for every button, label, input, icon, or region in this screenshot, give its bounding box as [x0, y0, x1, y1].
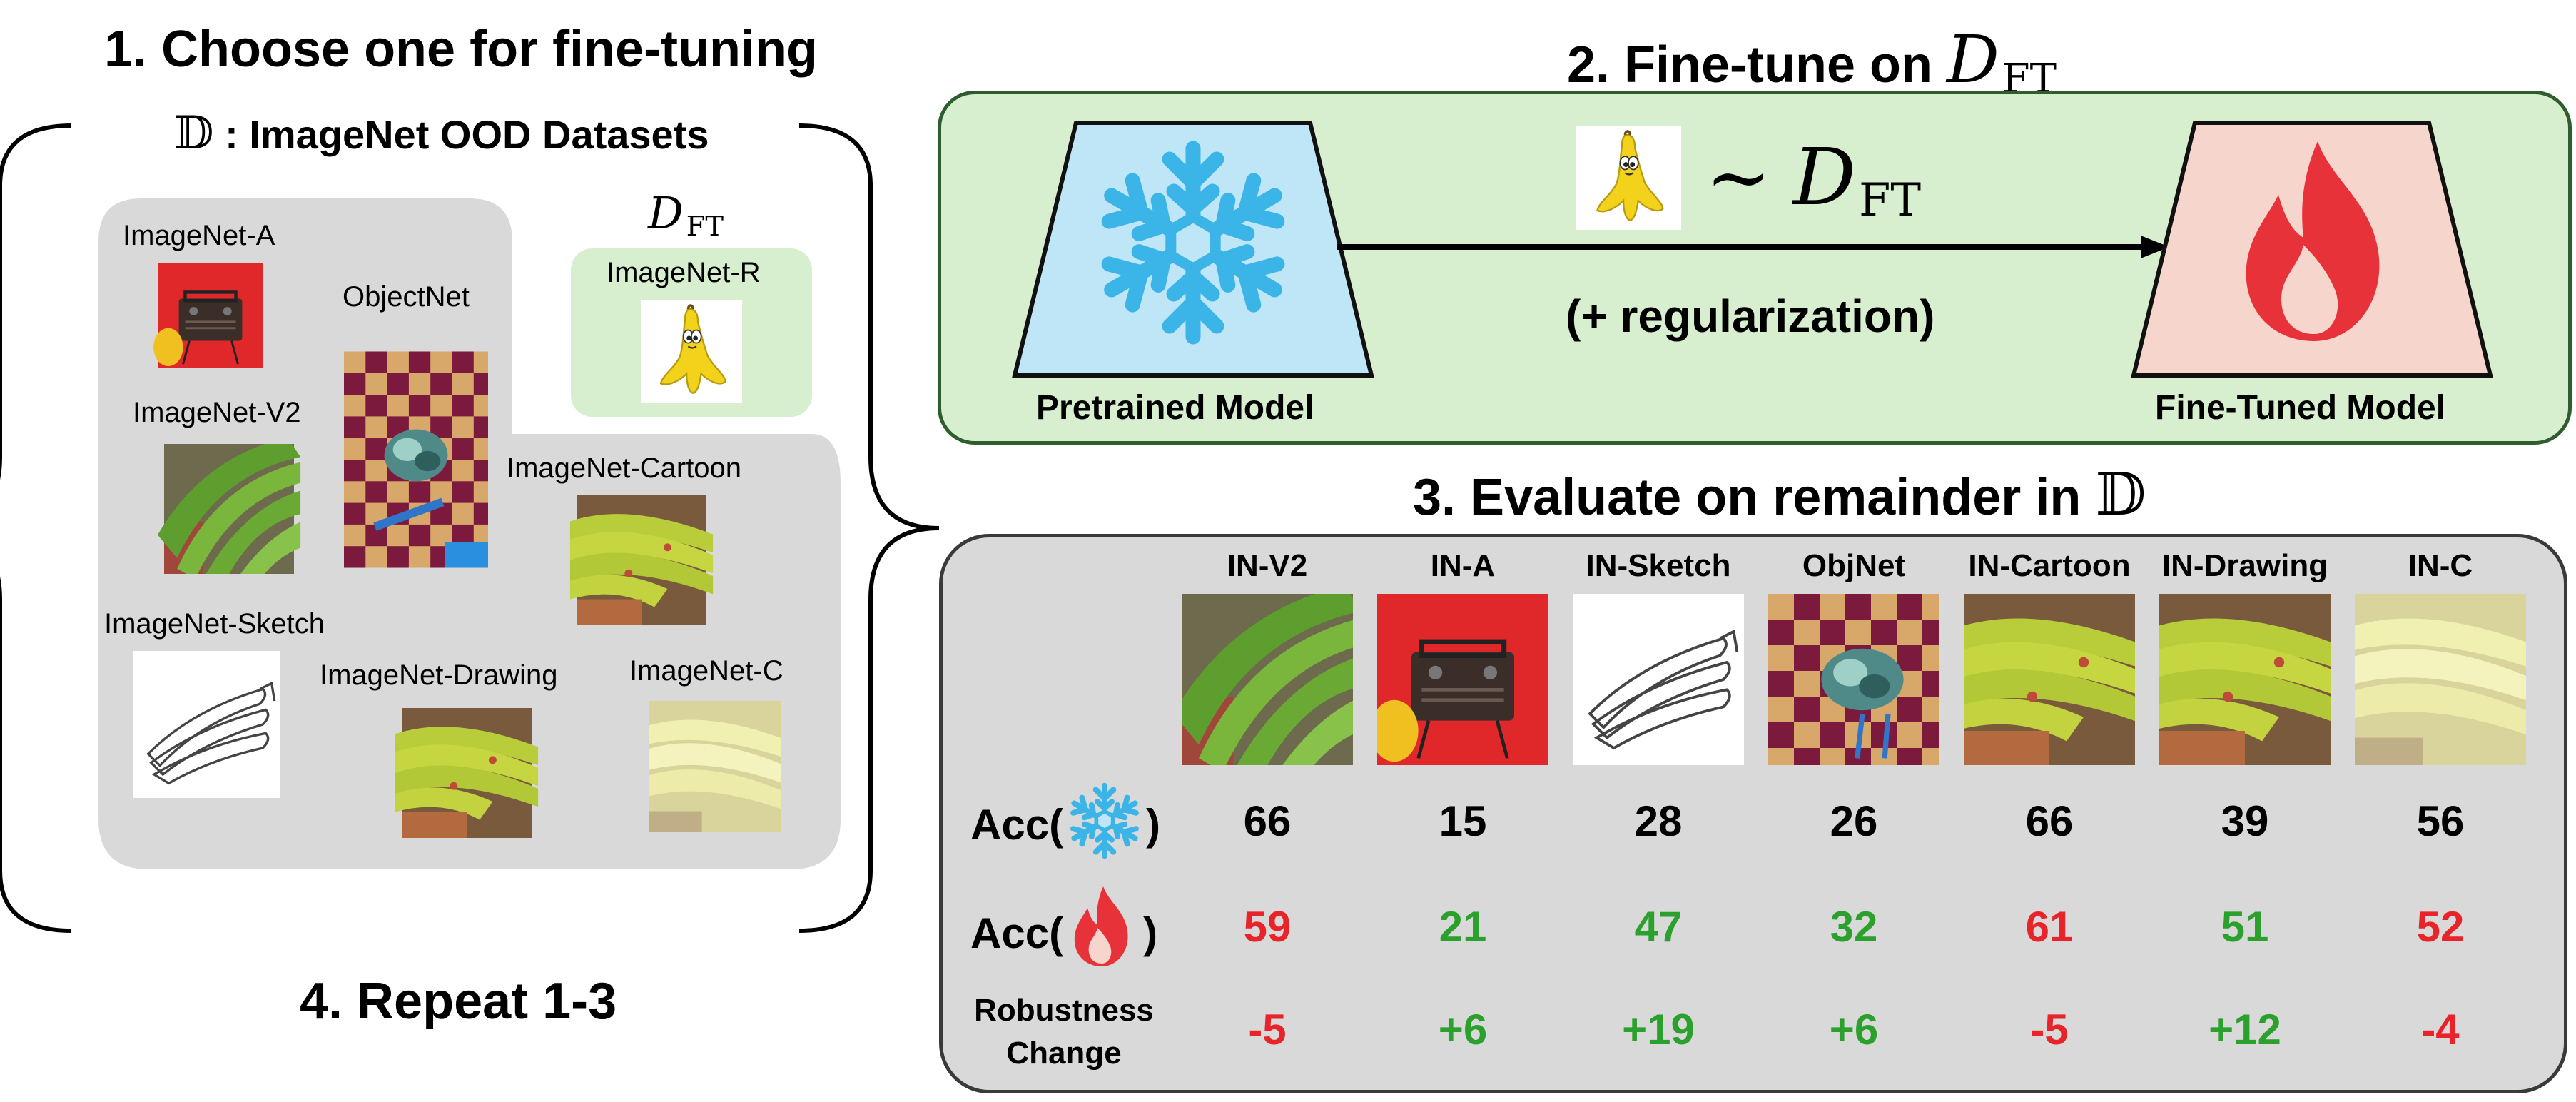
- right-brace: [799, 123, 940, 933]
- step1-title: 1. Choose one for fine-tuning: [104, 21, 818, 78]
- snowflake-small-icon: [1065, 781, 1145, 861]
- robustness-change-value-in-a: +6: [1438, 1006, 1488, 1053]
- dft-sub: FT: [686, 210, 724, 243]
- acc-finetuned-value-in-drawing: 51: [2221, 903, 2269, 951]
- step4-title: 4. Repeat 1-3: [300, 973, 617, 1030]
- acc-finetuned-value-in-a: 21: [1439, 903, 1487, 951]
- thumb-imagenet-v2: [157, 444, 301, 574]
- dft-label: D FT: [648, 187, 724, 243]
- eval-thumb-in-c: [2355, 594, 2526, 765]
- thumb-imagenet-cartoon: [569, 495, 714, 625]
- label-imagenet-a: ImageNet-A: [123, 220, 275, 251]
- label-imagenet-sketch: ImageNet-Sketch: [104, 608, 325, 640]
- dft-symbol: D: [648, 187, 684, 239]
- robustness-change-value-in-sketch: +19: [1622, 1006, 1695, 1053]
- col-header-in-sketch: IN-Sketch: [1586, 548, 1731, 583]
- eval-thumb-in-drawing: [2159, 594, 2331, 765]
- acc-pretrained-value-in-drawing: 39: [2221, 797, 2269, 845]
- thumb-imagenet-a: [130, 263, 291, 368]
- sim-dft-sub: FT: [1858, 174, 1922, 227]
- eval-thumb-in-a: [1377, 594, 1548, 765]
- acc-pretrained-value-in-c: 56: [2416, 797, 2465, 845]
- step2-dft-symbol: D: [1946, 21, 1999, 98]
- label-imagenet-cartoon: ImageNet-Cartoon: [507, 453, 742, 484]
- label-objectnet: ObjectNet: [343, 281, 470, 313]
- robustness-line2: Change: [1006, 1036, 1122, 1071]
- col-header-in-cartoon: IN-Cartoon: [1968, 548, 2131, 583]
- col-header-in-v2: IN-V2: [1227, 548, 1308, 583]
- acc-pretrained-value-in-sketch: 28: [1634, 797, 1683, 845]
- robustness-line1: Robustness: [974, 993, 1154, 1028]
- acc-finetuned-value-objnet: 32: [1830, 903, 1878, 951]
- dft-sample-image: [1576, 126, 1681, 230]
- label-imagenet-c: ImageNet-C: [629, 655, 784, 687]
- acc-finetuned-value-in-c: 52: [2416, 903, 2465, 951]
- robustness-change-value-in-cartoon: -5: [2030, 1006, 2069, 1053]
- label-imagenet-drawing: ImageNet-Drawing: [320, 659, 558, 691]
- robustness-change-value-objnet: +6: [1829, 1006, 1879, 1053]
- thumb-objectnet: [344, 351, 488, 568]
- col-header-in-c: IN-C: [2408, 548, 2473, 583]
- row-label-acc-finetuned: Acc(): [970, 886, 1158, 972]
- step3-symbol: 𝔻: [2095, 461, 2146, 529]
- left-brace: [0, 123, 72, 933]
- robustness-change-value-in-drawing: +12: [2209, 1006, 2281, 1053]
- thumb-imagenet-drawing: [395, 708, 539, 838]
- label-imagenet-v2: ImageNet-V2: [133, 397, 301, 428]
- robustness-change-value-in-v2: -5: [1248, 1006, 1287, 1053]
- step2-title: 2. Fine-tune on DFT: [1567, 21, 2057, 102]
- eval-thumb-in-cartoon: [1964, 594, 2135, 765]
- col-header-objnet: ObjNet: [1802, 548, 1906, 583]
- label-imagenet-r: ImageNet-R: [607, 257, 761, 288]
- finetuned-label: Fine-Tuned Model: [2155, 389, 2446, 427]
- acc-pre-close: ): [1146, 800, 1161, 849]
- acc-pretrained-value-objnet: 26: [1830, 797, 1878, 845]
- col-header-in-a: IN-A: [1430, 548, 1496, 583]
- acc-finetuned-value-in-sketch: 47: [1634, 903, 1683, 951]
- step1-subtitle: 𝔻 : ImageNet OOD Datasets: [174, 107, 709, 160]
- thumb-imagenet-c: [649, 701, 781, 832]
- thumb-imagenet-r: [641, 300, 742, 403]
- sim-dft-label: ∼ DFT: [1705, 131, 1921, 227]
- sim-dft-symbol: D: [1792, 131, 1856, 223]
- eval-thumb-objnet: [1768, 594, 1939, 765]
- fire-small-icon: [1074, 886, 1128, 966]
- robustness-change-value-in-c: -4: [2421, 1006, 2460, 1053]
- snowflake-icon: [1086, 136, 1300, 350]
- fire-icon: [2246, 141, 2380, 341]
- sim-symbol: ∼: [1705, 131, 1772, 223]
- acc-ft-text: Acc(: [970, 909, 1064, 957]
- subtitle-text: : ImageNet OOD Datasets: [225, 112, 709, 157]
- acc-pretrained-value-in-cartoon: 66: [2025, 797, 2074, 845]
- finetune-arrow: [1337, 236, 2169, 258]
- acc-pretrained-value-in-a: 15: [1439, 797, 1487, 845]
- row-label-acc-pretrained: Acc(): [970, 795, 1160, 861]
- pretrained-label: Pretrained Model: [1036, 389, 1314, 427]
- eval-thumb-in-sketch: [1573, 594, 1744, 765]
- regularization-label: (+ regularization): [1566, 290, 1935, 342]
- step3-title: 3. Evaluate on remainder in 𝔻: [1413, 461, 2146, 529]
- acc-finetuned-value-in-v2: 59: [1243, 903, 1292, 951]
- row-label-robustness-change: Robustness Change: [960, 989, 1167, 1075]
- ood-set-symbol: 𝔻: [174, 107, 214, 160]
- thumb-imagenet-sketch: [133, 651, 281, 798]
- step2-title-text: 2. Fine-tune on: [1567, 36, 1947, 93]
- acc-finetuned-value-in-cartoon: 61: [2025, 903, 2074, 951]
- acc-pretrained-value-in-v2: 66: [1243, 797, 1292, 845]
- acc-ft-close: ): [1143, 909, 1158, 957]
- acc-pre-text: Acc(: [970, 800, 1064, 849]
- step3-title-text: 3. Evaluate on remainder in: [1413, 469, 2096, 526]
- col-header-in-drawing: IN-Drawing: [2161, 548, 2328, 583]
- eval-thumb-in-v2: [1182, 594, 1353, 765]
